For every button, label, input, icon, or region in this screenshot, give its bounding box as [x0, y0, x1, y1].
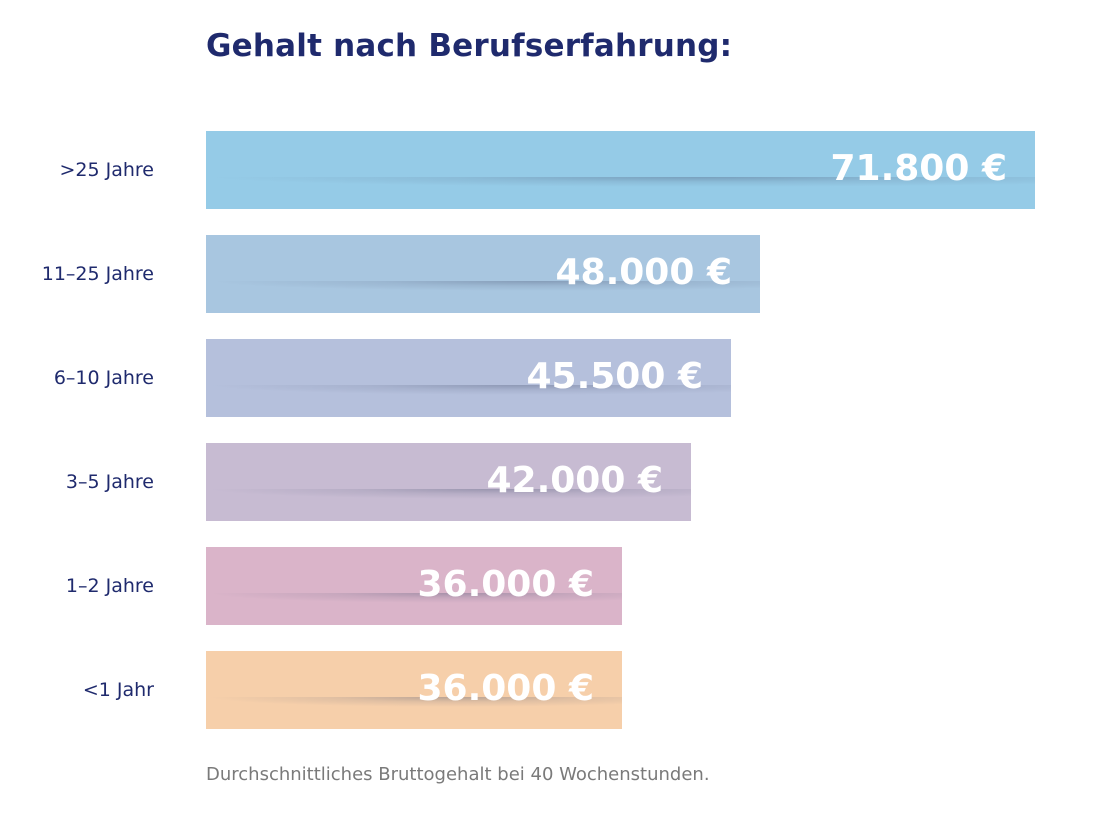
bar-value-label: 42.000 €	[486, 459, 663, 501]
bar-value-label: 36.000 €	[417, 667, 594, 709]
bar-value-label: 45.500 €	[526, 355, 703, 397]
category-label: <1 Jahr	[82, 679, 154, 701]
bar: 42.000 €	[206, 443, 691, 521]
bar: 36.000 €	[206, 547, 622, 625]
category-label: >25 Jahre	[59, 159, 154, 181]
bar: 45.500 €	[206, 339, 731, 417]
bar-value-label: 71.800 €	[830, 147, 1007, 189]
bar-value-label: 48.000 €	[555, 251, 732, 293]
category-label: 1–2 Jahre	[65, 575, 154, 597]
chart-title: Gehalt nach Berufserfahrung:	[206, 28, 733, 64]
bar: 48.000 €	[206, 235, 760, 313]
bar: 36.000 €	[206, 651, 622, 729]
category-label: 3–5 Jahre	[65, 471, 154, 493]
bar: 71.800 €	[206, 131, 1035, 209]
category-label: 6–10 Jahre	[53, 367, 154, 389]
chart-footnote: Durchschnittliches Bruttogehalt bei 40 W…	[206, 764, 710, 785]
bar-value-label: 36.000 €	[417, 563, 594, 605]
category-label: 11–25 Jahre	[41, 263, 154, 285]
